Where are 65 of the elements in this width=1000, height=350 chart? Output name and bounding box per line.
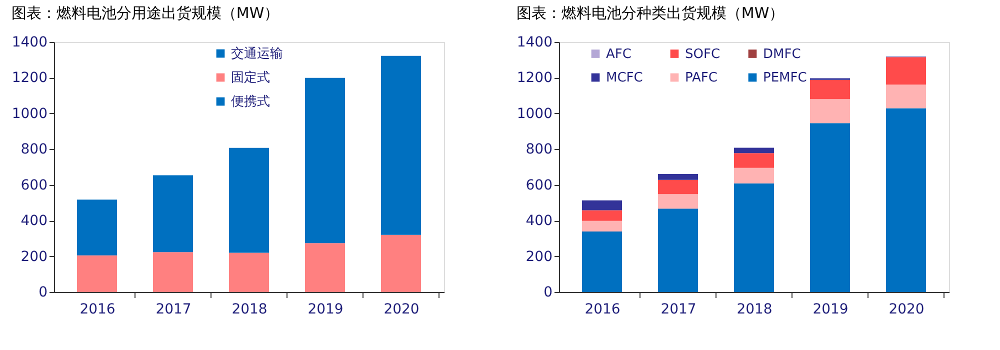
bar [886, 84, 926, 108]
bar [582, 210, 622, 221]
y-tick-label: 0 [544, 284, 552, 300]
bar [77, 255, 117, 292]
bar [810, 80, 850, 100]
bar [305, 78, 345, 244]
legend-label: 固定式 [231, 70, 270, 86]
bar [810, 123, 850, 292]
legend-label: MCFC [606, 70, 643, 86]
y-tick-label: 200 [20, 248, 48, 265]
x-tick-label: 2016 [584, 302, 620, 318]
bar [886, 57, 926, 85]
x-tick-label: 2020 [384, 302, 420, 318]
x-tick-label: 2017 [156, 302, 192, 318]
bar [582, 200, 622, 210]
y-tick-label: 1200 [516, 70, 552, 86]
x-tick-label: 2019 [308, 302, 344, 318]
x-tick-label: 2020 [888, 302, 924, 318]
bar [734, 183, 774, 292]
legend-label: 交通运输 [231, 46, 283, 62]
bar [77, 200, 117, 256]
legend-label: PAFC [685, 70, 718, 86]
bar [734, 168, 774, 184]
legend-label: AFC [606, 46, 632, 62]
bar [810, 99, 850, 124]
chart-title: 图表：燃料电池分用途出货规模（MW） [11, 4, 280, 22]
bar [582, 220, 622, 232]
bar [734, 153, 774, 168]
y-tick-label: 1000 [12, 106, 48, 122]
bar [734, 148, 774, 154]
y-tick-label: 0 [38, 284, 48, 300]
y-tick-label: 1400 [12, 34, 48, 50]
y-tick-label: 1200 [12, 70, 48, 86]
y-tick-label: 800 [526, 142, 552, 158]
bar [381, 234, 421, 292]
legend-label: SOFC [685, 46, 720, 62]
bar [153, 175, 193, 252]
x-tick-label: 2016 [80, 302, 116, 318]
bar [381, 56, 421, 235]
legend-label: DMFC [763, 46, 801, 62]
y-tick-label: 200 [526, 248, 552, 265]
chart-title: 图表：燃料电池分种类出货规模（MW） [516, 4, 784, 22]
bar [153, 252, 193, 292]
y-tick-label: 600 [526, 177, 552, 194]
x-tick-label: 2018 [736, 302, 772, 318]
y-tick-label: 400 [20, 213, 48, 230]
legend-label: 便携式 [231, 94, 270, 110]
bar [658, 174, 698, 180]
y-tick-label: 1000 [516, 106, 552, 122]
legend-label: PEMFC [763, 70, 807, 86]
bar [658, 180, 698, 194]
x-tick-label: 2019 [812, 302, 848, 318]
bar [582, 231, 622, 292]
bar [658, 194, 698, 209]
x-tick-label: 2017 [660, 302, 696, 318]
y-tick-label: 800 [20, 142, 48, 158]
bar [229, 148, 269, 253]
y-tick-label: 400 [526, 213, 552, 230]
y-tick-label: 1400 [516, 34, 552, 50]
y-tick-label: 600 [20, 177, 48, 194]
x-tick-label: 2018 [232, 302, 268, 318]
bar [658, 208, 698, 292]
bar [305, 243, 345, 292]
bar [229, 252, 269, 292]
bar [886, 108, 926, 292]
